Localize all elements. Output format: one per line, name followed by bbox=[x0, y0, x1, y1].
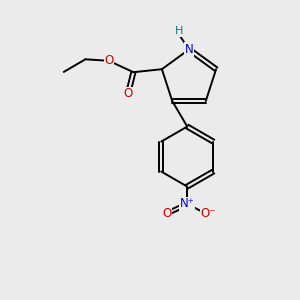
Text: O: O bbox=[123, 87, 133, 100]
Text: O: O bbox=[162, 207, 172, 220]
Text: N: N bbox=[184, 43, 194, 56]
Text: H: H bbox=[175, 26, 184, 37]
Text: N⁺: N⁺ bbox=[180, 197, 195, 211]
Text: O: O bbox=[104, 54, 113, 67]
Text: O⁻: O⁻ bbox=[200, 207, 216, 220]
